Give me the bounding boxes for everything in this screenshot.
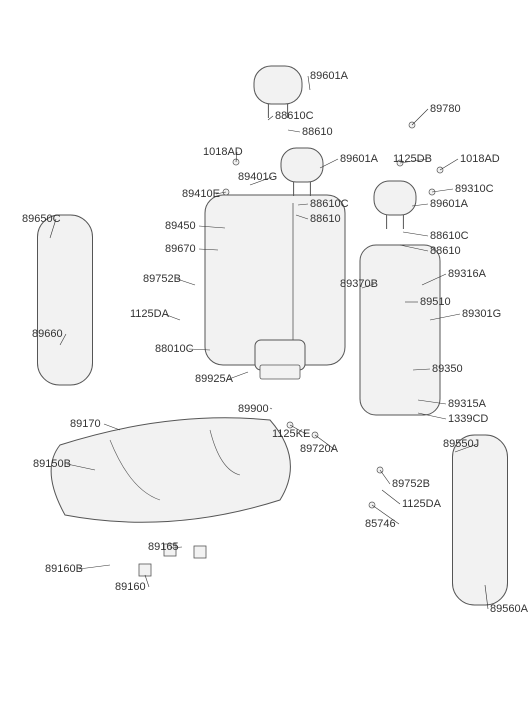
callout-85746: 85746 [365, 518, 396, 530]
callout-89450: 89450 [165, 220, 196, 232]
callout-88610_3: 88610 [430, 245, 461, 257]
callout-89170: 89170 [70, 418, 101, 430]
callout-89310C: 89310C [455, 183, 494, 195]
callout-89401G: 89401G [238, 171, 277, 183]
callout-89510: 89510 [420, 296, 451, 308]
callout-89370B: 89370B [340, 278, 378, 290]
callout-89350: 89350 [432, 363, 463, 375]
callout-1339CD: 1339CD [448, 413, 488, 425]
callout-89660: 89660 [32, 328, 63, 340]
callout-89601A_2: 89601A [340, 153, 378, 165]
callout-89550J: 89550J [443, 438, 479, 450]
callout-1125DA_2: 1125DA [402, 498, 441, 510]
callout-89670: 89670 [165, 243, 196, 255]
callout-1125DB: 1125DB [393, 153, 432, 165]
callout-1125DA: 1125DA [130, 308, 169, 320]
callout-89900: 89900 [238, 403, 269, 415]
callout-88610C: 88610C [275, 110, 314, 122]
callout-89720A: 89720A [300, 443, 338, 455]
diagram-root: 89601A 88610C 88610 89780 1018AD 89601A 1125DB… [0, 0, 532, 727]
callout-89752B: 89752B [143, 273, 181, 285]
callout-88610C_2: 88610C [310, 198, 349, 210]
callout-1125KE: 1125KE [272, 428, 310, 440]
callout-89560A: 89560A [490, 603, 528, 615]
callout-89601A: 89601A [310, 70, 348, 82]
callout-89780: 89780 [430, 103, 461, 115]
callout-89650C: 89650C [22, 213, 61, 225]
callout-88610: 88610 [302, 126, 333, 138]
callout-89160: 89160 [115, 581, 146, 593]
callout-89601A_3: 89601A [430, 198, 468, 210]
callout-88610C_3: 88610C [430, 230, 469, 242]
callout-89315A: 89315A [448, 398, 486, 410]
callout-88010C: 88010C [155, 343, 194, 355]
callout-89150B: 89150B [33, 458, 71, 470]
callout-1018AD_2: 1018AD [460, 153, 500, 165]
callout-88610_2: 88610 [310, 213, 341, 225]
callout-89410E: 89410E [182, 188, 220, 200]
callout-89160B: 89160B [45, 563, 83, 575]
callout-89925A: 89925A [195, 373, 233, 385]
callout-1018AD: 1018AD [203, 146, 243, 158]
callout-89316A: 89316A [448, 268, 486, 280]
callout-89165: 89165 [148, 541, 179, 553]
callout-89301G: 89301G [462, 308, 501, 320]
callout-89752B_2: 89752B [392, 478, 430, 490]
